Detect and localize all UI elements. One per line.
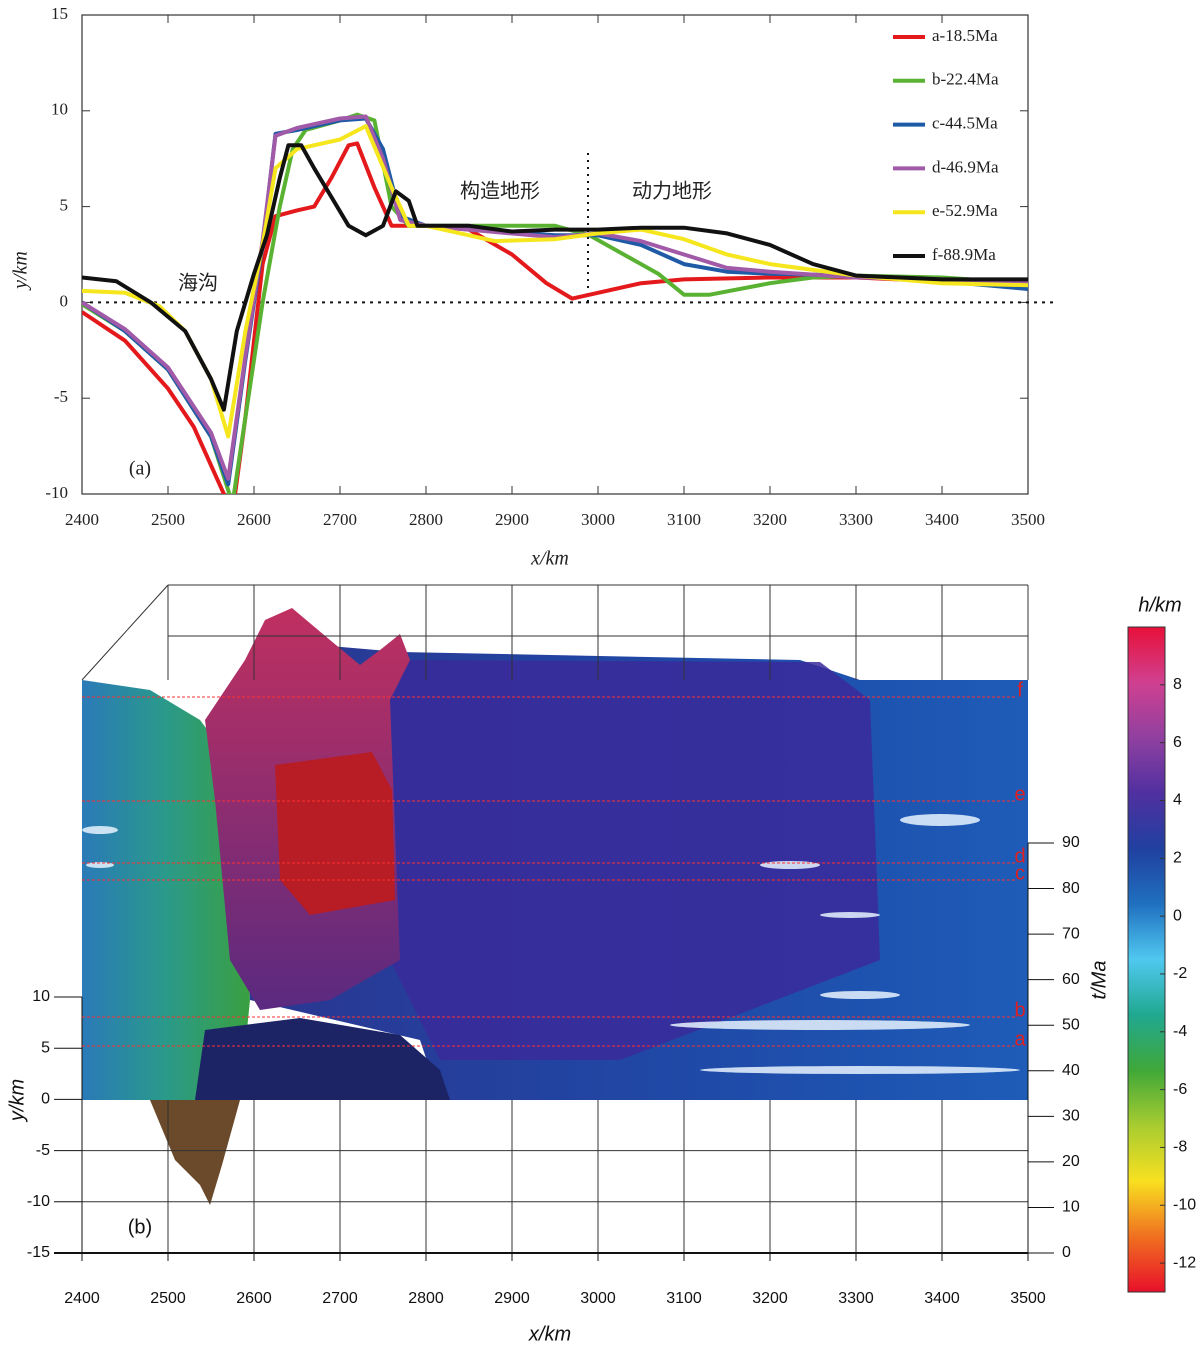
profile-label: d — [1014, 845, 1025, 867]
x-tick-label: 3500 — [1011, 510, 1045, 529]
x-tick-label: 2900 — [495, 510, 529, 529]
colorbar-tick-label: 2 — [1173, 850, 1182, 867]
x-tick-label: 3300 — [838, 1290, 874, 1307]
y2-tick-label: 70 — [1062, 925, 1080, 942]
x-tick-label: 3400 — [925, 510, 959, 529]
y2-tick-label: 40 — [1062, 1062, 1080, 1079]
colorbar-tick-label: 4 — [1173, 792, 1182, 809]
x-tick-label: 2600 — [237, 510, 271, 529]
legend-label: a-18.5Ma — [932, 26, 998, 45]
y2-tick-label: 50 — [1062, 1016, 1080, 1033]
legend-label: f-88.9Ma — [932, 245, 996, 264]
colorbar-tick-label: -8 — [1173, 1139, 1187, 1156]
y-tick-label: -5 — [54, 387, 68, 406]
x-tick-label: 3000 — [581, 510, 615, 529]
colorbar-tick-label: -12 — [1173, 1254, 1196, 1271]
x-tick-label: 2900 — [494, 1290, 530, 1307]
figure: 海沟 构造地形 动力地形 (a) x/km y/km 2400250026002… — [0, 0, 1201, 1347]
series-line — [82, 143, 1028, 513]
annotation: 海沟 — [178, 272, 218, 295]
colorbar — [1128, 627, 1165, 1292]
colorbar-label: h/km — [1138, 594, 1181, 616]
y-tick-label: 15 — [51, 4, 68, 23]
panel-label: (a) — [129, 458, 151, 480]
x-tick-label: 3300 — [839, 510, 873, 529]
colorbar-tick-label: -2 — [1173, 965, 1187, 982]
y2-axis-label: t/Ma — [1088, 961, 1110, 1000]
panel-label: (b) — [128, 1216, 152, 1238]
series-line — [82, 126, 1028, 436]
x-tick-label: 2800 — [409, 510, 443, 529]
y-tick-label: 0 — [41, 1091, 50, 1108]
x-tick-label: 3100 — [667, 510, 701, 529]
profile-label: f — [1017, 679, 1023, 701]
x-tick-label: 2500 — [151, 510, 185, 529]
y-tick-label: 5 — [60, 196, 69, 215]
colorbar-tick-label: 6 — [1173, 734, 1182, 751]
y2-tick-label: 80 — [1062, 880, 1080, 897]
surface-ridge — [275, 752, 395, 915]
x-tick-label: 2400 — [64, 1290, 100, 1307]
y-tick-label: 10 — [51, 100, 68, 119]
x-axis-label: x/km — [528, 1323, 571, 1345]
y-tick-label: 0 — [60, 291, 69, 310]
x-tick-label: 3200 — [753, 510, 787, 529]
colorbar-tick-label: -10 — [1173, 1196, 1196, 1213]
x-tick-label: 2700 — [323, 510, 357, 529]
x-tick-label: 2400 — [65, 510, 99, 529]
y-tick-label: -15 — [27, 1244, 50, 1261]
profile-label: e — [1014, 783, 1025, 805]
panel-a: 海沟 构造地形 动力地形 (a) x/km y/km 2400 2500 2600 2… — [10, 4, 1055, 570]
x-tick-label: 2500 — [150, 1290, 186, 1307]
x-tick-label: 3000 — [580, 1290, 616, 1307]
x-tick-label: 3500 — [1010, 1290, 1046, 1307]
annotation: 动力地形 — [632, 180, 712, 203]
series-line — [82, 115, 1028, 504]
profile-label: a — [1014, 1028, 1026, 1050]
legend-label: e-52.9Ma — [932, 201, 998, 220]
x-tick-label: 2600 — [236, 1290, 272, 1307]
y-tick-label: 10 — [32, 988, 50, 1005]
surface-trench — [150, 1100, 240, 1205]
y2-tick-label: 20 — [1062, 1153, 1080, 1170]
colorbar-tick-label: 0 — [1173, 907, 1182, 924]
x-tick-label: 2800 — [408, 1290, 444, 1307]
x-tick-label: 3400 — [924, 1290, 960, 1307]
y-tick-label: -10 — [27, 1193, 50, 1210]
y-tick-label: 5 — [41, 1039, 50, 1056]
y-axis-label: y/km — [10, 251, 32, 291]
x-axis-label: x/km — [530, 548, 569, 570]
colorbar-tick-label: -4 — [1173, 1023, 1187, 1040]
y2-tick-label: 60 — [1062, 971, 1080, 988]
grid-line — [82, 585, 168, 680]
y2-tick-label: 30 — [1062, 1108, 1080, 1125]
legend-label: c-44.5Ma — [932, 114, 998, 133]
colorbar-tick-label: 8 — [1173, 676, 1182, 693]
y-tick-label: -5 — [36, 1142, 50, 1159]
legend-label: d-46.9Ma — [932, 157, 999, 176]
y-axis-label: y/km — [6, 1079, 28, 1123]
y2-tick-label: 90 — [1062, 834, 1080, 851]
y2-tick-label: 10 — [1062, 1199, 1080, 1216]
x-tick-label: 3200 — [752, 1290, 788, 1307]
profile-label: b — [1014, 999, 1025, 1021]
series-line — [82, 145, 1028, 409]
colorbar-tick-label: -6 — [1173, 1081, 1187, 1098]
legend-label: b-22.4Ma — [932, 70, 999, 89]
y-tick-label: -10 — [45, 483, 68, 502]
x-tick-label: 3100 — [666, 1290, 702, 1307]
x-tick-label: 2700 — [322, 1290, 358, 1307]
y2-tick-label: 0 — [1062, 1244, 1071, 1261]
annotation: 构造地形 — [460, 180, 540, 203]
